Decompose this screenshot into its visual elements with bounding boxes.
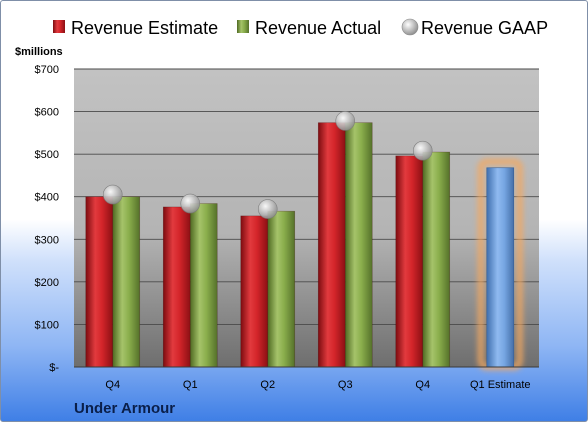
y-tick-label: $400 <box>35 192 59 204</box>
company-label: Under Armour <box>74 400 175 417</box>
revenue-estimate-bar <box>395 155 424 368</box>
plot-area <box>74 69 539 367</box>
revenue-estimate-bar <box>85 196 114 368</box>
legend-swatch-estimate <box>53 20 65 33</box>
revenue-actual-bar <box>344 122 373 368</box>
legend-label: Revenue Actual <box>255 18 381 38</box>
revenue-estimate-q1-bar <box>486 167 515 368</box>
y-axis-unit-label: $millions <box>15 46 63 58</box>
y-tick-label: $300 <box>35 234 59 246</box>
revenue-estimate-bar <box>240 215 269 368</box>
revenue-gaap-marker <box>412 140 433 161</box>
x-tick-label: Q4 <box>105 379 120 391</box>
y-tick-label: $200 <box>35 277 59 289</box>
revenue-actual-bar <box>112 196 141 368</box>
x-tick-label: Q4 <box>415 379 430 391</box>
x-tick-label: Q2 <box>260 379 275 391</box>
legend-label: Revenue GAAP <box>421 18 548 38</box>
x-tick-label: Q1 <box>183 379 198 391</box>
y-tick-label: $- <box>49 362 59 374</box>
y-tick-label: $100 <box>35 319 59 331</box>
revenue-actual-bar <box>267 210 296 368</box>
revenue-actual-bar <box>422 151 451 368</box>
y-tick-label: $500 <box>35 149 59 161</box>
revenue-estimate-bar <box>317 122 346 368</box>
revenue-actual-bar <box>189 203 218 368</box>
revenue-gaap-marker <box>257 199 278 219</box>
y-tick-label: $600 <box>35 107 59 119</box>
revenue-estimate-bar <box>162 206 191 368</box>
legend-swatch-actual <box>237 20 249 33</box>
legend-label: Revenue Estimate <box>71 18 218 38</box>
revenue-gaap-marker <box>180 193 201 214</box>
legend-swatch-gaap <box>401 18 419 36</box>
revenue-gaap-marker <box>335 111 356 131</box>
revenue-gaap-marker <box>102 184 123 205</box>
x-tick-label: Q1 Estimate <box>470 379 531 391</box>
x-tick-label: Q3 <box>338 379 353 391</box>
y-tick-label: $700 <box>35 64 59 76</box>
